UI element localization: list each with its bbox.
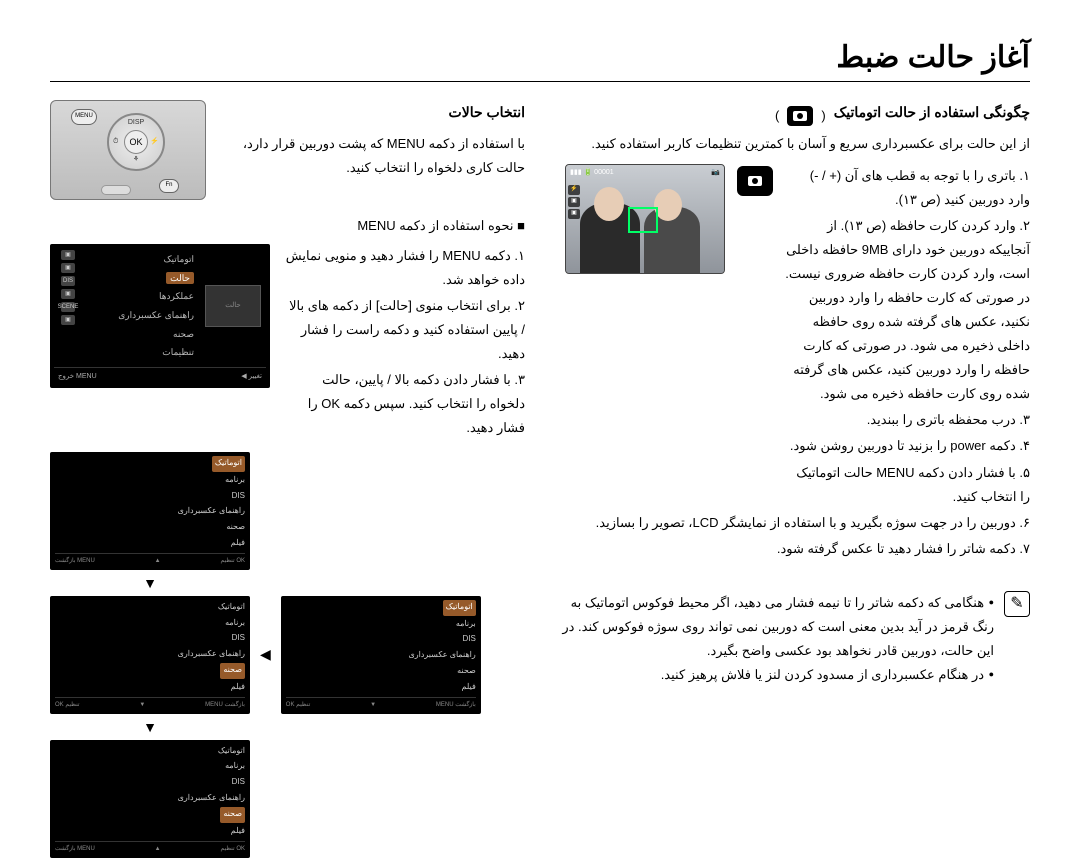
right-step: ۱. دکمه MENU را فشار دهید و منویی نمایش … — [284, 244, 525, 292]
right-intro: با استفاده از دکمه MENU که پشت دوربین قر… — [218, 132, 525, 180]
ok-button-label: OK — [124, 130, 148, 154]
left-step: ۶. دوربین را در جهت سوژه بگیرید و با است… — [555, 511, 1030, 535]
lcd-top-right: 00001 🔋 ▮▮▮ — [570, 167, 614, 180]
camera-back-illustration: MENU DISP ⚘ ⏱ ⚡ OK Fn — [50, 100, 206, 200]
mode-menu-screenshot: حالت اتوماتیک حالت عملکردها راهنمای عکسب… — [50, 244, 270, 388]
right-column: انتخاب حالات با استفاده از دکمه MENU که … — [50, 100, 525, 858]
left-step: ۳. درب محفظه باتری را ببندید. — [785, 408, 1030, 432]
mode-menu-list: اتوماتیک حالت عملکردها راهنمای عکسبرداری… — [82, 248, 200, 364]
note-item: در هنگام عکسبرداری از مسدود کردن لنز یا … — [555, 663, 994, 687]
note-item: هنگامی که دکمه شاتر را تا نیمه فشار می د… — [555, 591, 994, 663]
camera-mode-icon — [787, 106, 813, 126]
right-steps: ۱. دکمه MENU را فشار دهید و منویی نمایش … — [284, 244, 525, 442]
note-box: ✎ هنگامی که دکمه شاتر را تا نیمه فشار می… — [555, 591, 1030, 687]
right-step: ۳. با فشار دادن دکمه بالا / پایین، حالت … — [284, 368, 525, 440]
camera-mode-icon-large — [737, 166, 773, 196]
right-step: ۲. برای انتخاب منوی [حالت] از دکمه های ب… — [284, 294, 525, 366]
left-steps-cont: ۶. دوربین را در جهت سوژه بگیرید و با است… — [555, 511, 1030, 561]
right-heading: انتخاب حالات — [218, 100, 525, 126]
mini-screen-2a: اتوماتیک برنامه DIS راهنمای عکسبرداری صح… — [50, 596, 250, 714]
arrow-left-icon: ◀ — [260, 642, 271, 668]
left-step: ۲. وارد کردن کارت حافظه (ص ۱۳). از آنجای… — [785, 214, 1030, 406]
lcd-top-left: 📷 — [711, 167, 720, 180]
left-steps: ۱. باتری را با توجه به قطب های آن (+ / -… — [785, 164, 1030, 509]
mini-screen-2b: اتوماتیک برنامه DIS راهنمای عکسبرداری صح… — [281, 596, 481, 714]
focus-indicator — [628, 207, 658, 233]
page-number: 19 — [50, 777, 66, 793]
left-step: ۴. دکمه power را بزنید تا دوربین روشن شو… — [785, 434, 1030, 458]
left-column: چگونگی استفاده از حالت اتوماتیک ( ) از ا… — [555, 100, 1030, 858]
mode-menu-preview: حالت — [205, 285, 261, 327]
left-step: ۷. دکمه شاتر را فشار دهید تا عکس گرفته ش… — [555, 537, 1030, 561]
left-intro: از این حالت برای عکسبرداری سریع و آسان ب… — [555, 132, 1030, 156]
mini-screen-3: اتوماتیک برنامه DIS راهنمای عکسبرداری صح… — [50, 740, 250, 858]
dpad-illustration: DISP ⚘ ⏱ ⚡ OK — [107, 113, 165, 171]
left-heading: چگونگی استفاده از حالت اتوماتیک — [834, 100, 1030, 126]
screen-sequence: اتوماتیک برنامه DIS راهنمای عکسبرداری صح… — [50, 452, 525, 858]
mini-screen-1: اتوماتیک برنامه DIS راهنمای عکسبرداری صح… — [50, 452, 250, 570]
arrow-down-icon: ▼ — [50, 720, 250, 734]
right-sub-heading: نحوه استفاده از دکمه MENU — [50, 214, 525, 238]
lcd-preview: 📷 00001 🔋 ▮▮▮ ⚡▣▣ — [565, 164, 725, 274]
disp-label: DISP — [128, 117, 144, 130]
arrow-down-icon: ▼ — [50, 576, 250, 590]
page-title: آغاز حالت ضبط — [50, 40, 1030, 82]
left-step: ۱. باتری را با توجه به قطب های آن (+ / -… — [785, 164, 1030, 212]
note-icon: ✎ — [1004, 591, 1030, 617]
menu-button-label: MENU — [71, 109, 97, 125]
left-step: ۵. با فشار دادن دکمه MENU حالت اتوماتیک … — [785, 461, 1030, 509]
fn-button-label: Fn — [159, 179, 179, 193]
